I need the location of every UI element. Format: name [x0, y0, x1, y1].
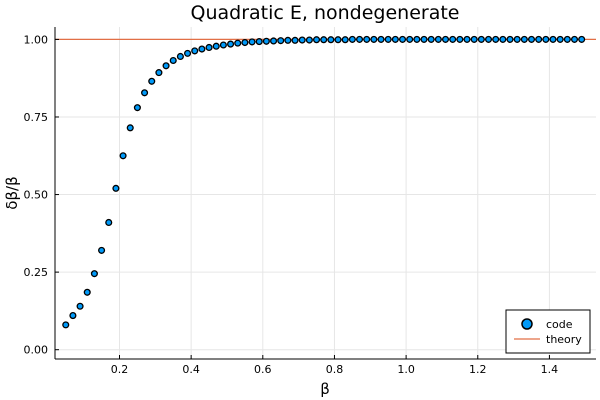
x-tick-label: 1.0 [397, 363, 415, 376]
data-point [542, 35, 550, 43]
data-point [133, 104, 141, 112]
data-point [520, 35, 528, 43]
data-point [370, 35, 378, 43]
data-point [298, 36, 306, 44]
data-point [513, 35, 521, 43]
x-tick-label: 0.6 [254, 363, 272, 376]
data-point [570, 35, 579, 43]
data-point [219, 41, 227, 49]
data-point [248, 38, 256, 46]
data-point [98, 246, 106, 254]
data-point [377, 35, 385, 43]
data-point [420, 35, 428, 43]
data-point [148, 77, 156, 85]
data-point [463, 35, 471, 43]
y-tick-label: 0.25 [24, 266, 49, 279]
data-point [69, 312, 77, 320]
data-point [284, 36, 292, 44]
y-ticks: 0.00 0.25 0.50 0.75 1.00 [24, 33, 59, 357]
data-point [76, 302, 84, 310]
legend-code-marker [521, 318, 533, 330]
data-point [212, 42, 220, 50]
axes [54, 27, 596, 360]
data-point [427, 35, 435, 43]
legend-code-label: code [546, 318, 573, 331]
data-point [334, 36, 342, 44]
data-point [291, 36, 299, 44]
data-point [391, 35, 399, 43]
data-point [62, 321, 70, 329]
data-point [312, 36, 321, 44]
data-point [406, 35, 414, 43]
data-point [119, 152, 127, 160]
legend-box [505, 309, 591, 354]
data-point [255, 38, 263, 46]
data-point [492, 35, 500, 43]
data-point [499, 35, 507, 43]
data-point [112, 184, 120, 192]
data-point [205, 43, 213, 52]
legend-theory-label: theory [546, 333, 582, 346]
data-point [162, 62, 170, 70]
data-point [169, 56, 177, 65]
y-axis-label: δβ/β [3, 176, 21, 209]
data-point [535, 35, 543, 43]
data-point [470, 35, 478, 43]
data-point [234, 39, 242, 47]
data-point [549, 35, 557, 43]
data-point [477, 35, 485, 43]
data-point [355, 35, 364, 43]
y-tick-label: 1.00 [24, 33, 49, 46]
x-ticks: 0.2 0.4 0.6 0.8 1.0 1.2 1.4 [111, 355, 558, 376]
data-point [277, 37, 285, 45]
data-point [83, 288, 91, 296]
data-point [141, 89, 149, 97]
data-point [434, 35, 442, 43]
data-point [484, 35, 493, 43]
data-point [184, 49, 192, 57]
data-point [563, 35, 571, 43]
data-point [227, 40, 235, 48]
x-tick-label: 1.4 [541, 363, 559, 376]
data-point [413, 35, 421, 43]
data-point [191, 47, 199, 55]
data-point [384, 35, 392, 43]
data-point [398, 35, 407, 43]
data-point [198, 45, 206, 53]
data-point [527, 35, 536, 43]
data-point [556, 35, 564, 43]
legend: code theory [505, 309, 591, 354]
data-point [363, 35, 371, 43]
data-point [155, 69, 163, 77]
y-tick-label: 0.00 [24, 344, 49, 357]
data-point [506, 35, 514, 43]
x-tick-label: 0.2 [111, 363, 129, 376]
data-point [126, 124, 134, 132]
data-point [578, 35, 586, 43]
data-point [327, 36, 335, 44]
x-axis-label: β [320, 380, 330, 398]
chart-title: Quadratic E, nondegenerate [191, 2, 460, 24]
data-point [262, 37, 270, 45]
data-point [105, 218, 113, 227]
x-tick-label: 0.8 [326, 363, 344, 376]
x-tick-label: 0.4 [182, 363, 200, 376]
data-point [176, 52, 184, 61]
data-point [90, 270, 98, 278]
y-tick-label: 0.50 [24, 189, 49, 202]
data-point [320, 36, 328, 44]
data-point [241, 38, 249, 47]
x-tick-label: 1.2 [469, 363, 487, 376]
data-point [449, 35, 457, 43]
data-point [269, 37, 278, 45]
code-series [62, 35, 586, 329]
data-point [348, 35, 356, 43]
y-tick-label: 0.75 [24, 111, 49, 124]
data-point [305, 36, 313, 44]
data-point [341, 36, 349, 44]
grid [55, 27, 596, 359]
data-point [456, 35, 464, 43]
data-point [441, 35, 450, 43]
